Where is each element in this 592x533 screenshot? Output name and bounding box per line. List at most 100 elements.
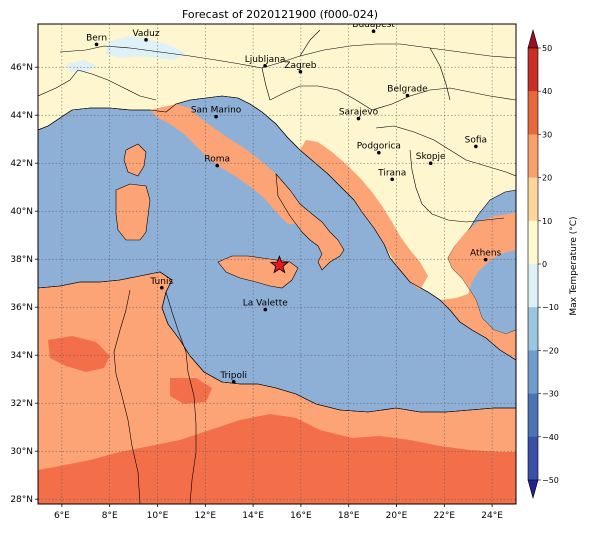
city-dot bbox=[377, 150, 381, 155]
latitude-tick-label: 42°N bbox=[10, 159, 33, 169]
longitude-ticks: 6°E 8°E 10°E 12°E 14°E 16°E 18°E 20°E 22°E 24°E bbox=[54, 504, 503, 521]
land-tunisia bbox=[120, 272, 168, 300]
colorbar-segment bbox=[528, 134, 538, 178]
colorbar-tick-label: −50 bbox=[542, 476, 559, 485]
colorbar-segment bbox=[528, 307, 538, 351]
land-sardinia bbox=[116, 184, 150, 240]
colorbar-tick-label: 0 bbox=[542, 260, 547, 269]
latitude-tick-label: 32°N bbox=[10, 399, 33, 409]
city-dot bbox=[263, 63, 267, 68]
latitude-tick-label: 38°N bbox=[10, 255, 33, 265]
city-label: Budapest bbox=[352, 20, 395, 30]
city-label: Sarajevo bbox=[339, 108, 379, 118]
city-label: Tirana bbox=[377, 168, 406, 178]
colorbar-tick-label: 20 bbox=[542, 174, 552, 183]
colorbar-segment bbox=[528, 264, 538, 308]
city-dot bbox=[405, 93, 410, 98]
colorbar-segment bbox=[528, 393, 538, 438]
star-marker bbox=[269, 255, 289, 274]
latitude-ticks: 28°N 30°N 32°N 34°N 36°N 38°N 40°N 42°N 44°N 46°N bbox=[10, 63, 38, 505]
colorbar-segment bbox=[528, 220, 538, 265]
city-label: San Marino bbox=[191, 106, 242, 116]
colorbar-segment bbox=[528, 350, 538, 394]
city-dot bbox=[428, 161, 433, 165]
longitude-tick-label: 14°E bbox=[242, 511, 264, 521]
latitude-tick-label: 34°N bbox=[10, 351, 33, 361]
colorbar-tick-label: −10 bbox=[542, 303, 559, 312]
city-label: Ljubljana bbox=[245, 55, 286, 65]
land-warm-zone bbox=[48, 336, 110, 372]
latitude-tick-label: 36°N bbox=[10, 303, 33, 313]
city-label: Zagreb bbox=[284, 61, 316, 71]
latitude-tick-label: 40°N bbox=[10, 207, 33, 217]
land-corsica bbox=[124, 144, 146, 176]
city-label: Vaduz bbox=[132, 29, 159, 39]
city-label: Tunis bbox=[149, 277, 173, 287]
land-italy-south bbox=[272, 174, 344, 270]
colorbar-tick-label: −20 bbox=[542, 346, 559, 355]
city-dot bbox=[214, 114, 218, 119]
longitude-tick-label: 22°E bbox=[433, 511, 455, 521]
city-dot bbox=[474, 144, 478, 149]
colorbar-tick-label: 50 bbox=[542, 44, 552, 53]
colorbar-tick-label: 10 bbox=[542, 217, 552, 226]
city-label: Podgorica bbox=[357, 142, 401, 152]
colorbar-tick-label: 30 bbox=[542, 130, 552, 139]
city-label: Athens bbox=[470, 249, 501, 259]
colorbar-extend-max bbox=[527, 28, 539, 49]
colorbar-tick-label: 40 bbox=[542, 87, 552, 96]
latitude-tick-label: 46°N bbox=[10, 63, 33, 73]
figure-title: Forecast of 2020121900 (f000-024) bbox=[182, 8, 378, 21]
colorbar: −50 −40 −30 −20 −10 0 10 20 30 40 50 bbox=[527, 28, 559, 500]
city-label: Tripoli bbox=[219, 371, 247, 381]
longitude-tick-label: 12°E bbox=[194, 511, 216, 521]
country-borders bbox=[38, 29, 516, 504]
land-snow-zone bbox=[106, 36, 186, 60]
city-dot bbox=[160, 285, 164, 290]
city-dot bbox=[356, 116, 361, 121]
city-dot bbox=[94, 42, 99, 47]
city-dot bbox=[263, 307, 268, 312]
colorbar-label: Max Temperature (°C) bbox=[569, 216, 579, 315]
longitude-tick-label: 24°E bbox=[481, 511, 503, 521]
city-label: Bern bbox=[86, 33, 107, 43]
city-dot bbox=[215, 163, 220, 168]
city-dot bbox=[144, 38, 148, 42]
city-label: Roma bbox=[204, 155, 230, 165]
colorbar-segment bbox=[528, 436, 538, 481]
longitude-tick-label: 16°E bbox=[290, 511, 312, 521]
latitude-tick-label: 28°N bbox=[10, 495, 33, 505]
colorbar-segment bbox=[528, 91, 538, 135]
colorbar-tick-label: −30 bbox=[542, 390, 559, 399]
city-dot bbox=[371, 29, 376, 33]
longitude-tick-label: 6°E bbox=[54, 511, 70, 521]
longitude-tick-label: 8°E bbox=[102, 511, 118, 521]
map-frame bbox=[37, 23, 517, 505]
colorbar-segment bbox=[528, 48, 538, 92]
colorbar-tick-label: −40 bbox=[542, 433, 559, 442]
land-greece bbox=[440, 212, 516, 360]
longitude-tick-label: 10°E bbox=[147, 511, 169, 521]
city-label: Sofia bbox=[465, 135, 487, 145]
land-mild-zone bbox=[150, 104, 306, 224]
latitude-tick-label: 30°N bbox=[10, 447, 33, 457]
latitude-tick-label: 44°N bbox=[10, 111, 33, 121]
land-warm-zone bbox=[170, 378, 212, 404]
city-label: La Valette bbox=[243, 299, 288, 309]
city-dot bbox=[390, 177, 394, 182]
city-dot bbox=[483, 257, 488, 262]
land-warm-zone bbox=[38, 414, 516, 504]
city-label: Belgrade bbox=[387, 85, 428, 95]
land-balkan-coast bbox=[300, 140, 428, 290]
city-dot bbox=[231, 380, 236, 384]
longitude-tick-label: 20°E bbox=[386, 511, 408, 521]
colorbar-extend-min bbox=[527, 479, 539, 500]
map-grid bbox=[38, 24, 516, 504]
land-snow-zone bbox=[66, 60, 96, 72]
longitude-tick-label: 18°E bbox=[338, 511, 360, 521]
colorbar-segment bbox=[528, 177, 538, 222]
